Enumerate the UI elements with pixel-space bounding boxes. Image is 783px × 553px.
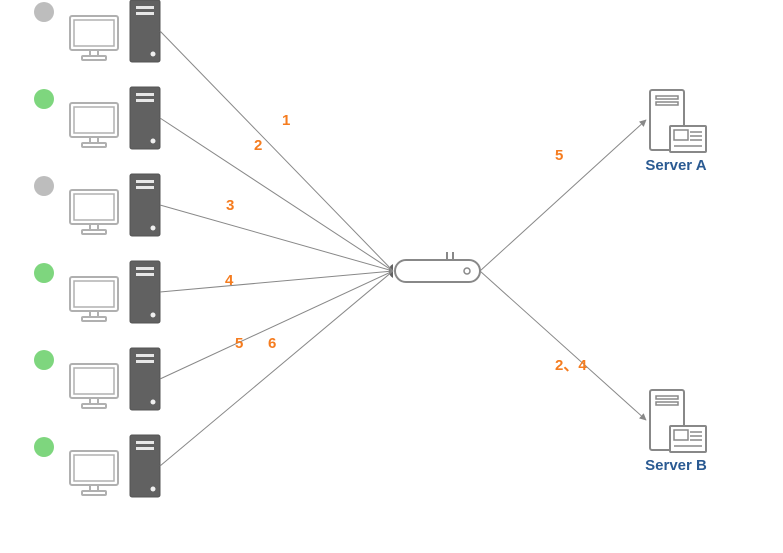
- server-label: Server B: [645, 457, 707, 474]
- tower-icon: [130, 87, 160, 149]
- status-dot: [34, 2, 54, 22]
- status-dot: [34, 176, 54, 196]
- monitor-icon: [70, 103, 118, 137]
- monitor-icon: [70, 190, 118, 224]
- server-label: Server A: [645, 157, 706, 174]
- status-dot: [34, 89, 54, 109]
- edge: [160, 271, 393, 379]
- edge-label: 2: [254, 137, 262, 154]
- tower-icon: [130, 348, 160, 410]
- edge: [480, 271, 646, 420]
- monitor-icon: [70, 277, 118, 311]
- edge-label: 1: [282, 112, 290, 129]
- tower-icon: [130, 435, 160, 497]
- edge-label: 3: [226, 197, 234, 214]
- edge: [160, 271, 393, 466]
- tower-icon: [130, 174, 160, 236]
- status-dot: [34, 350, 54, 370]
- status-dot: [34, 263, 54, 283]
- edge: [160, 118, 393, 271]
- edge: [160, 31, 393, 271]
- edge-label: 4: [225, 272, 234, 289]
- edge: [160, 205, 393, 271]
- router-icon: [389, 252, 480, 282]
- tower-icon: [130, 0, 160, 62]
- monitor-icon: [70, 16, 118, 50]
- edge: [480, 120, 646, 271]
- tower-icon: [130, 261, 160, 323]
- monitor-icon: [70, 364, 118, 398]
- edge-label: 6: [268, 335, 276, 352]
- server-icon: [650, 90, 706, 152]
- monitor-icon: [70, 451, 118, 485]
- edge-label: 5: [235, 335, 243, 352]
- edge: [160, 271, 393, 292]
- status-dot: [34, 437, 54, 457]
- edge-label: 5: [555, 147, 563, 164]
- server-icon: [650, 390, 706, 452]
- edge-label: 2、4: [555, 357, 587, 374]
